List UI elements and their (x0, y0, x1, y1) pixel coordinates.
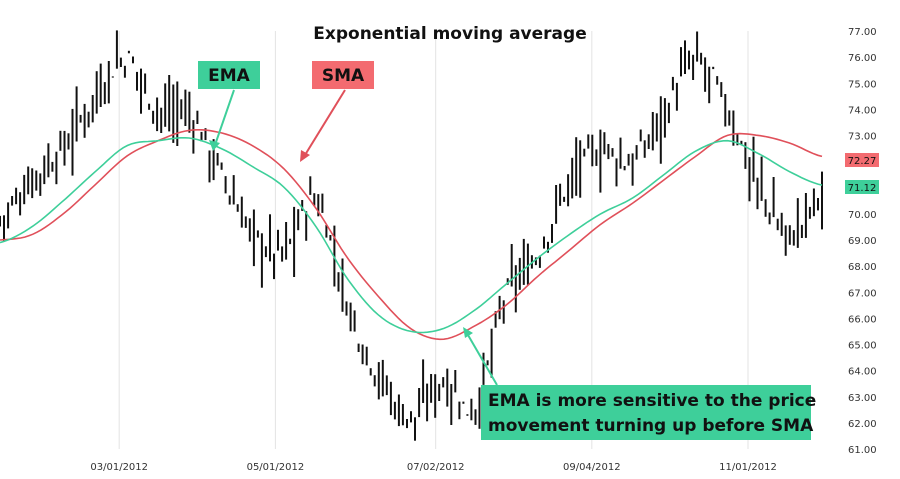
x-tick-label: 03/01/2012 (90, 462, 148, 473)
note-line-2: movement turning up before SMA (488, 416, 814, 436)
y-axis: 77.0076.0075.0074.0073.0072.0071.0070.00… (848, 27, 877, 456)
note-annotation: EMA is more sensitive to the price movem… (463, 327, 816, 440)
x-axis: 03/01/2012 05/01/2012 07/02/2012 09/04/2012… (90, 462, 776, 473)
ema-arrowhead (209, 140, 220, 151)
x-tick-label: 05/01/2012 (247, 462, 305, 473)
x-tick-label: 07/02/2012 (407, 462, 465, 473)
y-tick-label: 68.00 (848, 262, 877, 273)
ema-last-value: 71.12 (848, 183, 877, 194)
y-tick-label: 65.00 (848, 341, 877, 352)
y-tick-label: 64.00 (848, 367, 877, 378)
note-line-1: EMA is more sensitive to the price (488, 391, 816, 411)
x-tick-label: 09/04/2012 (563, 462, 621, 473)
moving-average-lines (0, 129, 823, 341)
x-tick-label: 11/01/2012 (719, 462, 777, 473)
sma-annotation: SMA (300, 61, 374, 162)
ema-annotation: EMA (198, 61, 260, 151)
y-tick-label: 75.00 (848, 79, 877, 90)
ema-last-value-badge: 71.12 (845, 180, 879, 194)
sma-arrowhead (300, 150, 310, 162)
ema-arrow (214, 89, 235, 146)
y-tick-label: 76.00 (848, 53, 877, 64)
chart-title: Exponential moving average (313, 24, 586, 44)
y-tick-label: 77.00 (848, 27, 877, 38)
ema-line (0, 137, 823, 334)
y-tick-label: 73.00 (848, 132, 877, 143)
note-arrow (467, 334, 498, 386)
sma-last-value-badge: 72.27 (845, 153, 879, 167)
sma-tag-label: SMA (322, 66, 365, 86)
y-tick-label: 66.00 (848, 314, 877, 325)
price-bars (0, 30, 823, 441)
gridlines (118, 31, 749, 449)
y-tick-label: 70.00 (848, 210, 877, 221)
sma-line (0, 129, 823, 341)
y-tick-label: 62.00 (848, 419, 877, 430)
y-tick-label: 69.00 (848, 236, 877, 247)
y-tick-label: 74.00 (848, 105, 877, 116)
y-tick-label: 63.00 (848, 393, 877, 404)
note-arrowhead (463, 327, 473, 338)
ema-tag-label: EMA (208, 66, 251, 86)
y-tick-label: 61.00 (848, 445, 877, 456)
y-tick-label: 67.00 (848, 288, 877, 299)
sma-arrow (304, 89, 346, 156)
sma-last-value: 72.27 (848, 156, 877, 167)
